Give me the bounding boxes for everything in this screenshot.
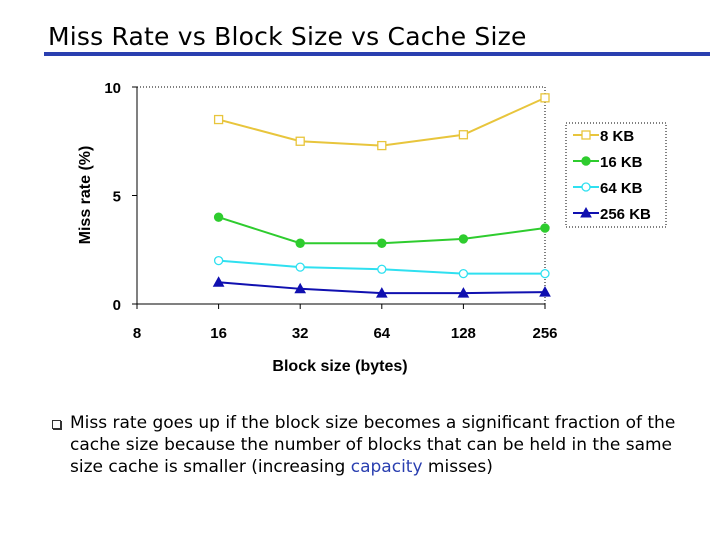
y-tick-labels: 0 5 10 (104, 80, 137, 314)
x-axis-label: Block size (bytes) (272, 358, 407, 375)
legend-swatch-marker (581, 182, 591, 192)
data-point (540, 268, 550, 279)
data-point (375, 287, 388, 298)
legend-item: 8 KB (573, 128, 634, 145)
legend-box (565, 122, 667, 228)
title-underline (44, 52, 710, 56)
x-tick-label: 256 (532, 325, 557, 342)
data-point (458, 268, 469, 279)
data-point (457, 287, 470, 298)
legend-label: 8 KB (600, 128, 634, 145)
x-tick-label: 64 (373, 325, 390, 342)
series-256kb (212, 276, 551, 298)
series-8kb (213, 93, 550, 151)
data-point (294, 282, 307, 294)
x-tick-label: 8 (133, 325, 141, 342)
data-point (213, 114, 224, 125)
series-64kb (213, 255, 550, 279)
y-tick-label: 5 (113, 189, 121, 206)
legend-label: 16 KB (600, 154, 643, 171)
data-point (458, 234, 469, 244)
data-point (295, 136, 305, 146)
data-point (377, 140, 387, 151)
bullet-text: Miss rate goes up if the block size beco… (70, 412, 702, 478)
data-point (540, 223, 550, 233)
chart-axes (136, 87, 545, 305)
legend-item: 64 KB (573, 180, 643, 197)
data-point (212, 276, 225, 287)
y-tick-label: 0 (113, 297, 121, 314)
bullet-text-after: misses) (422, 457, 493, 477)
series-16kb (213, 212, 550, 248)
chart-legend: 8 KB 16 KB 64 KB 256 KB (565, 122, 667, 228)
y-axis-label: Miss rate (%) (77, 146, 94, 245)
chart-gridlines (137, 86, 546, 304)
bullet-text-before: Miss rate goes up if the block size beco… (70, 413, 676, 477)
legend-item: 256 KB (573, 206, 651, 223)
chart-series (212, 93, 551, 298)
data-point (295, 262, 305, 272)
legend-swatch-marker (580, 206, 592, 218)
slide-title: Miss Rate vs Block Size vs Cache Size (48, 22, 527, 51)
data-point (377, 264, 387, 274)
data-point (213, 255, 224, 266)
legend-swatch-marker (581, 130, 591, 140)
legend-label: 64 KB (600, 180, 643, 197)
legend-item: 16 KB (573, 154, 643, 171)
bullet-text-highlight: capacity (350, 457, 423, 477)
data-point (295, 238, 305, 248)
data-point (540, 93, 550, 103)
y-tick-label: 10 (104, 80, 121, 97)
x-tick-label: 16 (210, 325, 227, 342)
legend-label: 256 KB (600, 206, 651, 223)
x-tick-labels: 8 16 32 64 128 256 (133, 304, 558, 342)
x-tick-label: 32 (292, 325, 309, 342)
data-point (377, 238, 387, 248)
series-line (218, 96, 546, 147)
bullet-square-icon (52, 420, 61, 429)
data-point (213, 212, 224, 222)
data-point (539, 286, 551, 297)
legend-swatch-marker (581, 156, 591, 166)
x-tick-label: 128 (451, 325, 476, 342)
data-point (458, 130, 469, 140)
